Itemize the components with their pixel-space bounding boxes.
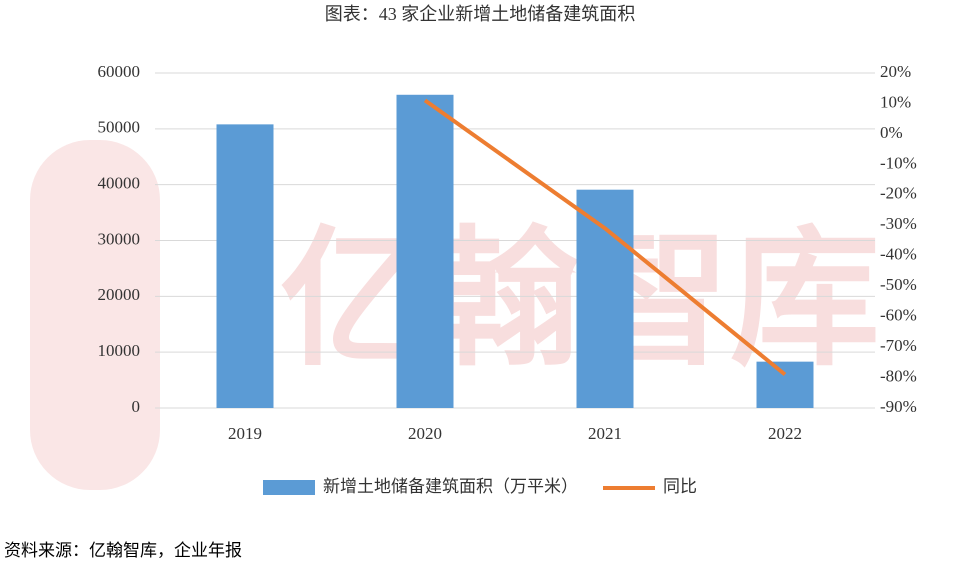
legend-label: 同比 — [663, 477, 697, 496]
y2-tick-label: -30% — [880, 214, 917, 233]
y2-tick-label: 0% — [880, 123, 903, 142]
y2-tick-label: 20% — [880, 62, 911, 81]
y-tick-label: 0 — [132, 397, 141, 416]
y2-tick-label: -70% — [880, 336, 917, 355]
y2-tick-label: -10% — [880, 153, 917, 172]
y2-tick-label: -80% — [880, 366, 917, 385]
bar — [576, 189, 634, 408]
chart-title: 图表：43 家企业新增土地储备建筑面积 — [325, 4, 636, 24]
watermark-seal — [30, 140, 160, 490]
x-tick-label: 2021 — [588, 424, 622, 443]
y-tick-label: 10000 — [98, 341, 141, 360]
y-tick-label: 60000 — [98, 62, 141, 81]
x-tick-label: 2019 — [228, 424, 262, 443]
y2-tick-label: -60% — [880, 306, 917, 325]
y2-tick-label: 10% — [880, 92, 911, 111]
legend-swatch — [263, 480, 315, 495]
source: 资料来源：亿翰智库，企业年报 — [4, 541, 242, 560]
legend-label: 新增土地储备建筑面积（万平米） — [323, 477, 578, 496]
bar — [216, 124, 274, 408]
y2-tick-label: -90% — [880, 397, 917, 416]
y2-tick-label: -20% — [880, 184, 917, 203]
y2-tick-label: -50% — [880, 275, 917, 294]
y-tick-label: 50000 — [98, 118, 141, 137]
y2-tick-label: -40% — [880, 245, 917, 264]
bar — [396, 94, 454, 409]
y-tick-label: 20000 — [98, 285, 141, 304]
y-tick-label: 30000 — [98, 229, 141, 248]
bar — [756, 361, 814, 408]
x-tick-label: 2022 — [768, 424, 802, 443]
line — [423, 98, 787, 377]
x-tick-label: 2020 — [408, 424, 442, 443]
y-tick-label: 40000 — [98, 174, 141, 193]
